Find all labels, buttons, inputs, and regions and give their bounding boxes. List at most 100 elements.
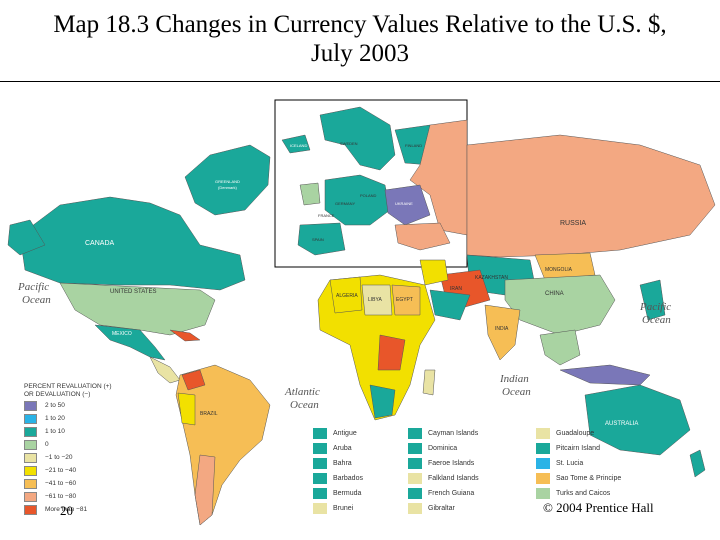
legend-item: More than −81	[24, 503, 112, 516]
india	[484, 304, 521, 361]
island-swatch	[536, 427, 550, 439]
title-bar: Map 18.3 Changes in Currency Values Rela…	[0, 0, 720, 82]
label-sweden: SWEDEN	[340, 141, 358, 146]
legend-label: More than −81	[45, 506, 88, 513]
island-swatch	[313, 427, 327, 439]
indonesia	[559, 364, 651, 386]
island-label: Bahra	[333, 459, 352, 467]
new-zealand	[689, 449, 706, 478]
ocean-pacific-left-2: Ocean	[22, 294, 51, 306]
island-label: Pitcairn Island	[556, 444, 600, 452]
title-line-2: July 2003	[311, 40, 409, 67]
legend-label: 0	[45, 441, 49, 448]
mexico	[94, 324, 166, 361]
island-swatch	[313, 487, 327, 499]
peru	[177, 392, 196, 426]
island-item: St. Lucia	[536, 456, 661, 470]
island-item: Bahra	[313, 456, 408, 470]
label-france: FRANCE	[318, 213, 335, 218]
caribbean	[169, 329, 201, 342]
island-legend: Antigue Cayman Islands Guadaloupe Aruba …	[313, 426, 661, 515]
turkey	[394, 222, 451, 251]
legend-swatch	[24, 426, 37, 437]
ocean-indian-2: Ocean	[502, 386, 531, 398]
island-label: Sao Tome & Principe	[556, 474, 622, 482]
mongolia	[534, 252, 596, 281]
legend-swatch	[24, 439, 37, 450]
island-label: Antigue	[333, 429, 357, 437]
island-item: Pitcairn Island	[536, 441, 661, 455]
island-item: Falkland Islands	[408, 471, 536, 485]
island-label: Guadaloupe	[556, 429, 595, 437]
label-iceland: ICELAND	[290, 143, 307, 148]
island-swatch	[408, 442, 422, 454]
legend-label: 1 to 20	[45, 415, 65, 422]
label-greenland-2: (Denmark)	[218, 185, 238, 190]
madagascar	[422, 369, 436, 396]
algeria	[329, 276, 363, 314]
island-label: Brunei	[333, 504, 354, 512]
southeast-asia	[539, 329, 581, 366]
legend: PERCENT REVALUATION (+) OR DEVALUATION (…	[24, 383, 112, 516]
legend-swatch	[24, 413, 37, 424]
island-label: Aruba	[333, 444, 352, 452]
alaska	[7, 219, 46, 256]
island-swatch	[536, 442, 550, 454]
island-swatch	[313, 457, 327, 469]
russia-inset	[409, 119, 468, 236]
legend-swatch	[24, 478, 37, 489]
label-libya: LIBYA	[368, 297, 382, 303]
label-india: INDIA	[495, 326, 509, 332]
island-label: Cayman Islands	[428, 429, 479, 437]
ukraine	[384, 184, 431, 226]
legend-label: −41 to −60	[45, 480, 77, 487]
central-africa	[377, 334, 406, 371]
russia	[466, 134, 716, 258]
legend-item: −61 to −80	[24, 490, 112, 503]
legend-item: −41 to −60	[24, 477, 112, 490]
legend-swatch	[24, 491, 37, 502]
island-swatch	[408, 472, 422, 484]
scandinavia	[319, 106, 396, 171]
label-us: UNITED STATES	[110, 289, 156, 295]
island-label: St. Lucia	[556, 459, 584, 467]
island-item: Aruba	[313, 441, 408, 455]
island-label: Barbados	[333, 474, 363, 482]
island-swatch	[408, 487, 422, 499]
island-item: Barbados	[313, 471, 408, 485]
island-swatch	[536, 457, 550, 469]
island-item: Faeroe Islands	[408, 456, 536, 470]
british-isles	[299, 182, 321, 206]
legend-item: 1 to 20	[24, 412, 112, 425]
island-swatch	[408, 427, 422, 439]
title-line-1: Map 18.3 Changes in Currency Values Rela…	[53, 11, 667, 38]
island-label: French Guiana	[428, 489, 475, 497]
japan	[639, 279, 666, 321]
ocean-pacific-right-2: Ocean	[642, 314, 671, 326]
iraq	[419, 259, 449, 286]
island-item: Brunei	[313, 501, 408, 515]
ocean-indian-1: Indian	[499, 373, 529, 385]
legend-item: 1 to 10	[24, 425, 112, 438]
island-item: French Guiana	[408, 486, 536, 500]
egypt	[391, 284, 421, 316]
island-item: Gibraltar	[408, 501, 536, 515]
label-ukraine: UKRAINE	[395, 201, 413, 206]
central-america	[149, 356, 181, 384]
legend-swatch	[24, 465, 37, 476]
label-russia: RUSSIA	[560, 220, 586, 227]
iberia	[297, 222, 346, 256]
island-label: Faeroe Islands	[428, 459, 475, 467]
legend-heading-2: OR DEVALUATION (−)	[24, 391, 91, 398]
island-label: Bermuda	[333, 489, 362, 497]
argentina	[194, 454, 216, 526]
island-item: Turks and Caicos	[536, 486, 661, 500]
legend-swatch	[24, 504, 37, 515]
iceland	[281, 134, 311, 154]
label-poland: POLAND	[360, 193, 377, 198]
label-egypt: EGYPT	[396, 297, 413, 303]
legend-label: 1 to 10	[45, 428, 65, 435]
page-number: 20	[60, 503, 73, 518]
label-australia: AUSTRALIA	[605, 421, 638, 427]
island-label: Gibraltar	[428, 504, 455, 512]
